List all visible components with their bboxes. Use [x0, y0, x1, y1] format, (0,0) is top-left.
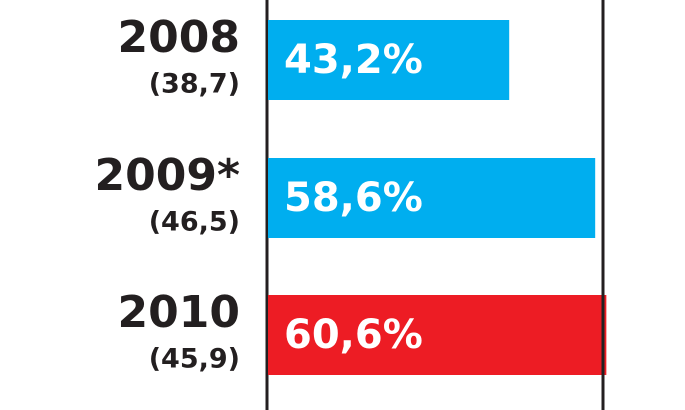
value-label: 43,2%	[284, 37, 423, 83]
category-label: 2009*	[95, 150, 240, 201]
value-label: 60,6%	[284, 312, 423, 358]
bar	[268, 295, 607, 375]
category-label: 2008	[118, 12, 240, 63]
category-note: (46,5)	[149, 207, 240, 238]
value-label: 58,6%	[284, 175, 423, 221]
bar	[268, 20, 510, 100]
category-label: 2010	[118, 287, 240, 338]
category-note: (45,9)	[149, 344, 240, 375]
category-note: (38,7)	[149, 69, 240, 100]
bar	[268, 158, 596, 238]
